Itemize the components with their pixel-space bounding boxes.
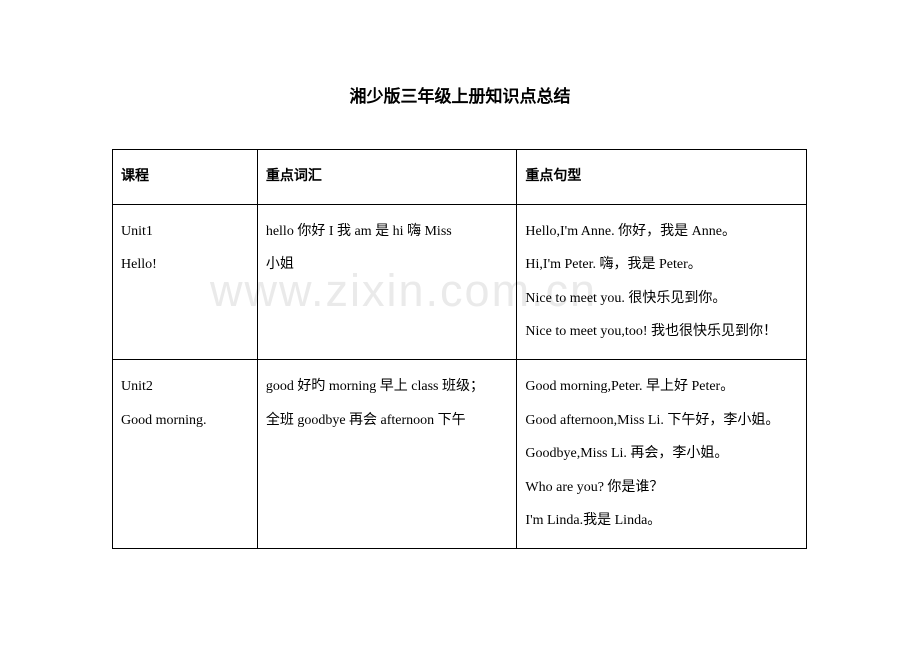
- table-row: Unit2 Good morning. good 好旳 morning 早上 c…: [113, 359, 807, 548]
- sentence-text: Hi,I'm Peter. 嗨，我是 Peter。: [525, 248, 798, 282]
- header-course: 课程: [113, 150, 258, 205]
- vocab-text: good 好旳 morning 早上 class 班级；: [266, 370, 509, 404]
- course-text: Unit2: [121, 370, 249, 404]
- course-text: Unit1: [121, 215, 249, 249]
- page-title: 湘少版三年级上册知识点总结: [0, 0, 920, 149]
- sentence-text: Goodbye,Miss Li. 再会，李小姐。: [525, 437, 798, 471]
- table-container: 课程 重点词汇 重点句型 Unit1 Hello! hello 你好 I 我 a…: [0, 149, 920, 549]
- sentence-text: Nice to meet you. 很快乐见到你。: [525, 282, 798, 316]
- summary-table: 课程 重点词汇 重点句型 Unit1 Hello! hello 你好 I 我 a…: [112, 149, 807, 549]
- sentence-text: I'm Linda.我是 Linda。: [525, 504, 798, 538]
- table-row: Unit1 Hello! hello 你好 I 我 am 是 hi 嗨 Miss…: [113, 204, 807, 359]
- sentence-text: Who are you? 你是谁？: [525, 471, 798, 505]
- cell-sentence: Good morning,Peter. 早上好 Peter。 Good afte…: [517, 359, 807, 548]
- course-text: Good morning.: [121, 404, 249, 438]
- vocab-text: 小姐: [266, 248, 509, 282]
- sentence-text: Good morning,Peter. 早上好 Peter。: [525, 370, 798, 404]
- course-text: Hello!: [121, 248, 249, 282]
- header-sentence: 重点句型: [517, 150, 807, 205]
- header-vocab: 重点词汇: [257, 150, 517, 205]
- cell-course: Unit2 Good morning.: [113, 359, 258, 548]
- sentence-text: Nice to meet you,too! 我也很快乐见到你！: [525, 315, 798, 349]
- vocab-text: hello 你好 I 我 am 是 hi 嗨 Miss: [266, 215, 509, 249]
- cell-course: Unit1 Hello!: [113, 204, 258, 359]
- table-header-row: 课程 重点词汇 重点句型: [113, 150, 807, 205]
- cell-vocab: good 好旳 morning 早上 class 班级； 全班 goodbye …: [257, 359, 517, 548]
- vocab-text: 全班 goodbye 再会 afternoon 下午: [266, 404, 509, 438]
- sentence-text: Good afternoon,Miss Li. 下午好，李小姐。: [525, 404, 798, 438]
- cell-sentence: Hello,I'm Anne. 你好，我是 Anne。 Hi,I'm Peter…: [517, 204, 807, 359]
- cell-vocab: hello 你好 I 我 am 是 hi 嗨 Miss 小姐: [257, 204, 517, 359]
- sentence-text: Hello,I'm Anne. 你好，我是 Anne。: [525, 215, 798, 249]
